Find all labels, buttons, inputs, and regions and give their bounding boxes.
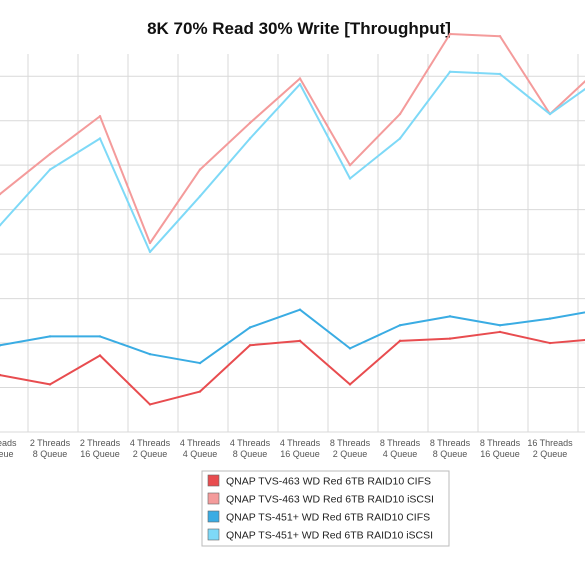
x-tick-label: 4 Threads	[280, 438, 321, 448]
legend-swatch	[207, 492, 220, 505]
data-point	[148, 352, 152, 356]
data-point	[298, 308, 302, 311]
x-tick-label: 8 Queue	[433, 449, 468, 459]
data-point	[398, 339, 402, 343]
data-point	[248, 326, 252, 329]
data-point	[398, 324, 402, 327]
data-point	[0, 224, 2, 227]
x-tick-label: 16 Queue	[80, 449, 120, 459]
legend-swatch	[207, 528, 220, 541]
x-tick-label: 8 Threads	[380, 438, 421, 448]
x-tick-label: 2 Threads	[80, 438, 121, 448]
data-point	[548, 341, 552, 345]
x-tick-label: 16 Queue	[280, 449, 320, 459]
x-tick-label: 16 Threads	[527, 438, 573, 448]
data-point	[148, 241, 152, 245]
x-tick-label: 8 Queue	[233, 449, 268, 459]
x-tick-label: 2 Threads	[30, 438, 71, 448]
data-point	[48, 152, 52, 156]
data-point	[348, 163, 352, 167]
data-point	[198, 168, 202, 171]
series-lines	[0, 32, 585, 406]
series-line-4	[0, 70, 585, 253]
data-point	[298, 83, 302, 86]
x-tick-label: 8 Queue	[33, 449, 68, 459]
legend-label: QNAP TVS-463 WD Red 6TB RAID10 CIFS	[226, 476, 431, 488]
x-tick-label: Threads	[0, 438, 17, 448]
x-tick-label: 16 Queue	[480, 449, 520, 459]
data-point	[248, 121, 252, 125]
x-tick-label: 4 Queue	[383, 449, 418, 459]
data-point	[498, 35, 502, 38]
legend-label: QNAP TS-451+ WD Red 6TB RAID10 iSCSI	[226, 530, 433, 542]
data-point	[98, 354, 102, 357]
data-point	[48, 168, 52, 171]
data-point	[348, 347, 352, 350]
data-point	[98, 335, 102, 338]
legend-label: QNAP TVS-463 WD Red 6TB RAID10 iSCSI	[226, 494, 434, 506]
data-point	[348, 383, 352, 386]
grid	[0, 54, 585, 433]
x-tick-label: Queue	[0, 449, 14, 459]
data-point	[448, 32, 452, 36]
x-tick-label: 4 Queue	[183, 449, 218, 459]
x-tick-label: 2 Queue	[133, 449, 168, 459]
data-point	[148, 250, 152, 254]
data-point	[0, 373, 2, 377]
data-point	[548, 317, 552, 320]
data-point	[0, 192, 2, 196]
data-point	[198, 361, 202, 365]
x-tick-label: 4 Threads	[130, 438, 171, 448]
data-point	[498, 72, 502, 76]
data-point	[298, 77, 302, 80]
x-tick-label: 2 Queue	[333, 449, 368, 459]
data-point	[48, 335, 52, 338]
data-point	[498, 324, 502, 327]
data-point	[98, 115, 102, 118]
legend-swatch	[207, 474, 220, 487]
x-tick-label: 4 Threads	[180, 438, 221, 448]
data-point	[248, 137, 252, 140]
legend-frame	[201, 470, 450, 547]
data-point	[48, 383, 52, 386]
data-point	[198, 390, 202, 393]
data-point	[298, 339, 302, 343]
x-tick-label: 8 Threads	[430, 438, 471, 448]
data-point	[0, 344, 2, 347]
x-tick-label: 8 Threads	[480, 438, 521, 448]
data-point	[198, 195, 202, 198]
legend-label: QNAP TS-451+ WD Red 6TB RAID10 CIFS	[226, 512, 430, 524]
series-line-3	[0, 308, 585, 365]
data-point	[248, 344, 252, 347]
legend-swatch	[207, 510, 220, 523]
x-tick-label: 4 Threads	[230, 438, 271, 448]
data-point	[348, 177, 352, 180]
data-point	[398, 137, 402, 140]
data-point	[548, 112, 552, 116]
data-point	[148, 403, 152, 406]
data-point	[398, 112, 402, 116]
legend: QNAP TVS-463 WD Red 6TB RAID10 CIFS QNAP …	[201, 470, 450, 547]
data-point	[448, 315, 452, 318]
x-tick-label: 2 Queue	[533, 449, 568, 459]
data-point	[498, 330, 502, 334]
data-point	[448, 70, 452, 73]
series-line-2	[0, 32, 585, 244]
x-tick-label: 8 Threads	[330, 438, 371, 448]
data-point	[448, 337, 452, 340]
chart-title: 8K 70% Read 30% Write [Throughput]	[147, 19, 451, 38]
data-point	[98, 137, 102, 140]
